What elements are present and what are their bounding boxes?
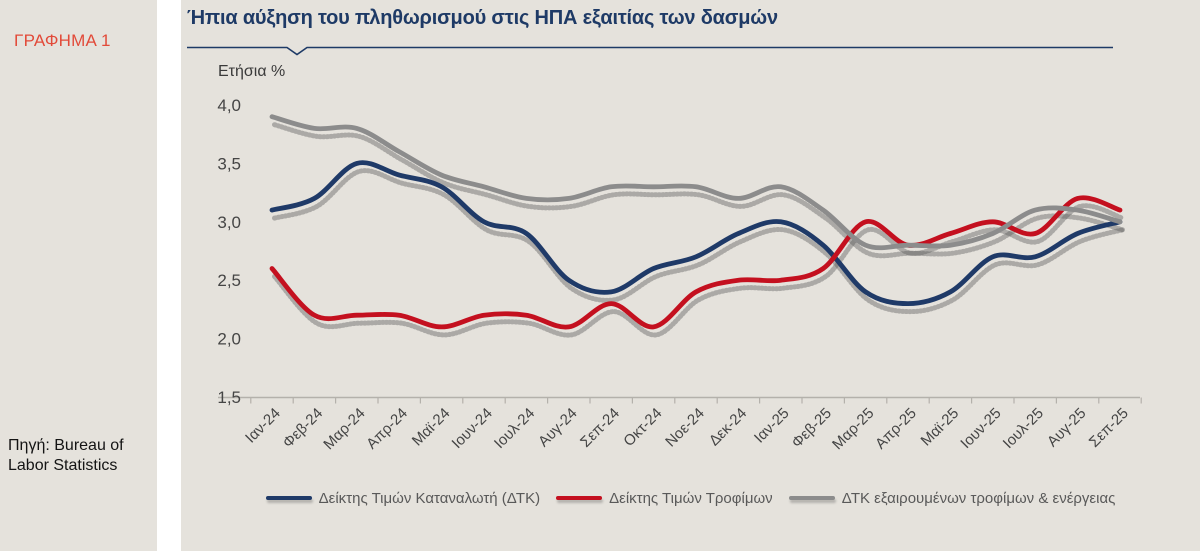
series-line-cpi bbox=[269, 160, 1123, 306]
series-line-core bbox=[269, 114, 1123, 251]
y-tick-label: 2,0 bbox=[217, 330, 241, 349]
y-tick-label: 4,0 bbox=[217, 96, 241, 115]
x-tick-label: Νοε-24 bbox=[662, 405, 708, 451]
x-tick-label: Αυγ-25 bbox=[1044, 405, 1090, 451]
series-line-food bbox=[269, 195, 1123, 330]
series-shadow bbox=[272, 122, 1125, 259]
x-tick-label: Ιουν-25 bbox=[957, 405, 1004, 452]
series-shadow bbox=[272, 168, 1125, 315]
y-axis-title: Ετήσια % bbox=[218, 63, 286, 80]
legend-swatch-core-icon bbox=[788, 495, 835, 501]
source-note: Πηγή: Bureau of Labor Statistics bbox=[8, 437, 124, 475]
x-tick-label: Φεβ-24 bbox=[280, 405, 327, 452]
x-tick-label: Ιουν-24 bbox=[449, 405, 496, 452]
x-tick-label: Απρ-24 bbox=[363, 405, 411, 453]
chart-legend: Δείκτης Τιμών Καταναλωτή (ΔΤΚ) Δείκτης Τ… bbox=[181, 485, 1200, 511]
left-sidebar: ΓΡΑΦΗΜΑ 1 Πηγή: Bureau of Labor Statisti… bbox=[0, 0, 157, 551]
x-tick-label: Ιαν-25 bbox=[751, 405, 793, 447]
legend-label-core: ΔΤΚ εξαιρουμένων τροφίμων & ενέργειας bbox=[841, 489, 1116, 507]
chart-panel bbox=[181, 0, 1200, 551]
y-tick-label: 3,0 bbox=[217, 213, 241, 232]
x-tick-label: Φεβ-25 bbox=[788, 405, 835, 452]
legend-swatch-cpi-icon bbox=[265, 495, 312, 501]
x-tick-label: Ιαν-24 bbox=[242, 405, 284, 447]
y-tick-label: 2,5 bbox=[217, 271, 241, 290]
x-tick-label: Σεπ-24 bbox=[577, 405, 623, 451]
title-separator bbox=[187, 46, 1113, 56]
chart-title: Ήπια αύξηση του πληθωρισμού στις ΗΠΑ εξα… bbox=[187, 7, 778, 29]
legend-item-core: ΔΤΚ εξαιρουμένων τροφίμων & ενέργειας bbox=[788, 489, 1116, 507]
legend-item-food: Δείκτης Τιμών Τροφίμων bbox=[556, 490, 773, 507]
y-tick-label: 1,5 bbox=[217, 388, 241, 407]
x-tick-label: Σεπ-25 bbox=[1086, 405, 1132, 451]
x-tick-label: Μαϊ-24 bbox=[409, 405, 454, 450]
x-tick-label: Αυγ-24 bbox=[535, 405, 581, 451]
x-tick-label: Ιουλ-25 bbox=[1000, 405, 1047, 452]
legend-label-food: Δείκτης Τιμών Τροφίμων bbox=[609, 489, 773, 507]
x-tick-label: Μαρ-25 bbox=[829, 405, 877, 453]
y-tick-label: 3,5 bbox=[217, 154, 241, 173]
x-tick-label: Ιουλ-24 bbox=[491, 405, 538, 452]
x-tick-label: Οκτ-24 bbox=[620, 405, 665, 450]
legend-item-cpi: Δείκτης Τιμών Καταναλωτή (ΔΤΚ) bbox=[265, 489, 541, 507]
legend-swatch-food-icon bbox=[556, 495, 603, 501]
x-tick-label: Δεκ-24 bbox=[706, 405, 750, 449]
x-tick-label: Μαρ-24 bbox=[320, 405, 368, 453]
legend-label-cpi: Δείκτης Τιμών Καταναλωτή (ΔΤΚ) bbox=[318, 489, 541, 507]
figure-label: ΓΡΑΦΗΜΑ 1 bbox=[14, 31, 111, 50]
series-shadow bbox=[272, 203, 1125, 338]
x-tick-label: Απρ-25 bbox=[872, 405, 920, 453]
x-tick-label: Μαϊ-25 bbox=[918, 405, 963, 450]
